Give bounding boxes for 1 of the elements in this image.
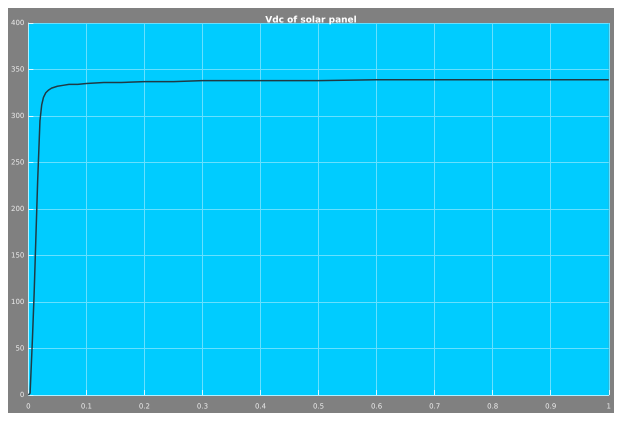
chart-title: Vdc of solar panel bbox=[265, 16, 357, 26]
